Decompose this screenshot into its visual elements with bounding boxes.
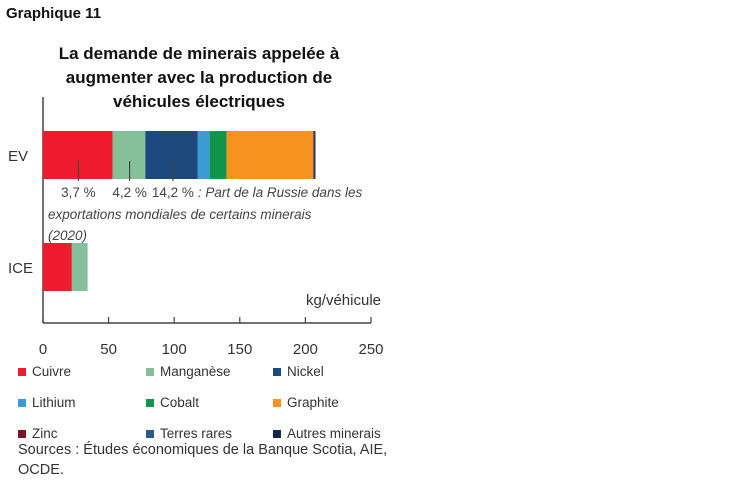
- annotation-value: 14,2 %: [152, 185, 194, 200]
- legend-swatch: [146, 398, 154, 407]
- legend-label: Autres minerais: [287, 426, 381, 441]
- bar-ev-terres-rares: [313, 131, 315, 179]
- legend-label: Terres rares: [160, 426, 233, 441]
- legend-swatch: [273, 367, 281, 376]
- x-tick-label: 250: [358, 341, 383, 358]
- legend-label: Manganèse: [160, 364, 231, 379]
- legend-item-manganèse: Manganèse: [146, 364, 231, 379]
- legend-item-cobalt: Cobalt: [146, 395, 199, 410]
- bar-ev-zinc: [313, 131, 315, 179]
- bars-layer: [43, 131, 316, 291]
- legend-item-nickel: Nickel: [273, 364, 324, 379]
- legend-swatch: [273, 398, 281, 407]
- category-labels: EV ICE: [8, 148, 33, 277]
- graph-label: Graphique 11: [6, 5, 102, 22]
- legend-swatch: [18, 367, 26, 376]
- legend-swatch: [18, 398, 26, 407]
- chart-title: La demande de minerais appelée à augment…: [58, 44, 340, 111]
- x-tick-label: 100: [162, 341, 187, 358]
- bar-ev-cobalt: [209, 131, 227, 179]
- bar-ev-nickel: [145, 131, 198, 179]
- bar-ev-lithium: [197, 131, 210, 179]
- legend-item-cuivre: Cuivre: [18, 364, 71, 379]
- legend-item-autres-minerais: Autres minerais: [273, 426, 381, 441]
- legend-label: Cuivre: [32, 364, 72, 379]
- legend: Cuivre Manganèse Nickel Lithium Cobalt Graphi…: [18, 364, 438, 454]
- x-tick-label: 50: [100, 341, 117, 358]
- legend-label: Cobalt: [160, 395, 200, 410]
- x-tick-label: 200: [293, 341, 318, 358]
- bar-ice-manganèse: [71, 243, 88, 291]
- x-tick-label: 0: [39, 341, 47, 358]
- x-tick-label: 150: [227, 341, 252, 358]
- legend-label: Graphite: [287, 395, 339, 410]
- bar-ev-autres-minerais: [314, 131, 316, 179]
- legend-swatch: [146, 429, 154, 438]
- legend-label: Zinc: [32, 426, 58, 441]
- annotation-value: 3,7 %: [61, 185, 96, 200]
- annotation-note-line-1: : Part de la Russie dans les: [198, 185, 363, 200]
- legend-item-lithium: Lithium: [18, 395, 76, 410]
- legend-swatch: [18, 429, 26, 438]
- legend-item-terres-rares: Terres rares: [146, 426, 232, 441]
- bar-ev-cuivre: [43, 131, 113, 179]
- annotations: 3,7 % 4,2 % 14,2 % : Part de la Russie dan…: [48, 161, 362, 243]
- category-label-ev: EV: [8, 148, 28, 165]
- bar-ice-cuivre: [43, 243, 72, 291]
- bar-ev-manganèse: [112, 131, 146, 179]
- legend-item-graphite: Graphite: [273, 395, 339, 410]
- x-axis-ticks: 0 50 100 150 200 250: [39, 317, 384, 358]
- legend-swatch: [273, 429, 281, 438]
- legend-item-zinc: Zinc: [18, 426, 58, 441]
- annotation-note-line-3: (2020): [48, 228, 87, 243]
- legend-swatch: [146, 367, 154, 376]
- annotation-value: 4,2 %: [112, 185, 147, 200]
- x-axis-unit-label: kg/véhicule: [306, 292, 381, 309]
- sources-note: Sources : Études économiques de la Banqu…: [18, 442, 388, 478]
- legend-label: Lithium: [32, 395, 76, 410]
- legend-label: Nickel: [287, 364, 324, 379]
- annotation-note-line-2: exportations mondiales de certains miner…: [48, 207, 312, 222]
- category-label-ice: ICE: [8, 260, 33, 277]
- bar-ev-graphite: [226, 131, 314, 179]
